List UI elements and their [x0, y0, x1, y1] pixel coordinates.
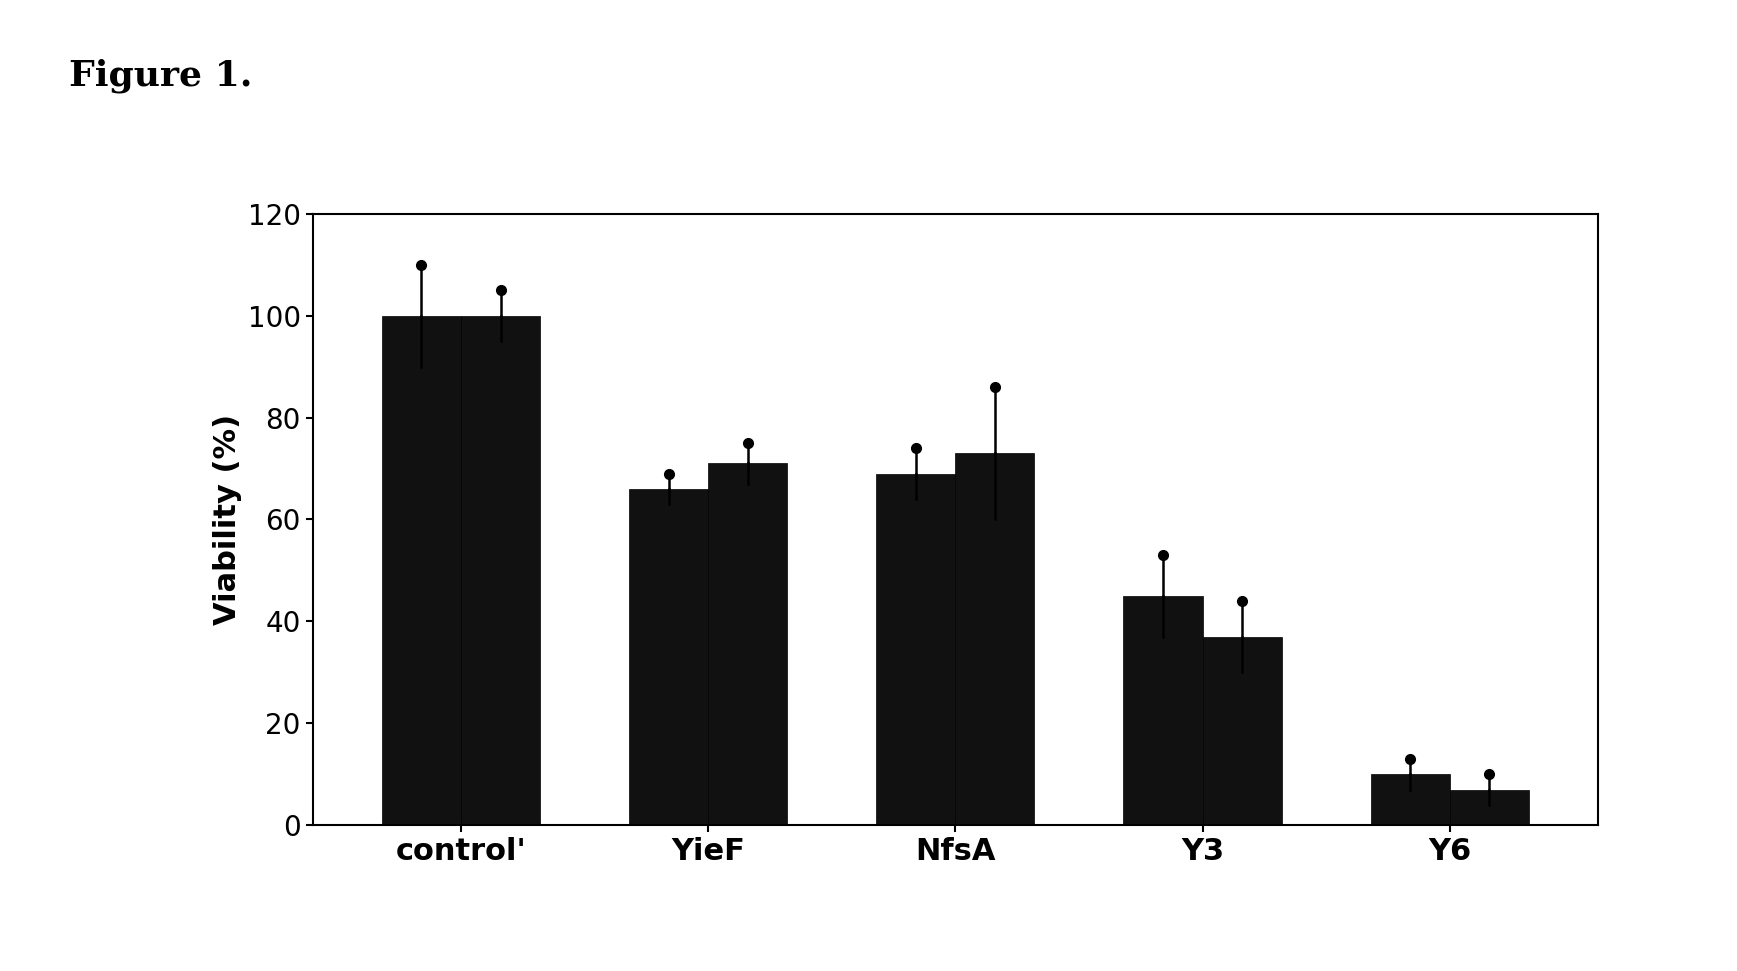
Bar	[1202, 637, 1282, 825]
Bar	[875, 474, 955, 825]
Y-axis label: Viability (%): Viability (%)	[214, 414, 241, 625]
Bar	[1124, 596, 1202, 825]
Bar	[955, 453, 1035, 825]
Bar	[1450, 789, 1529, 825]
Bar	[1370, 775, 1450, 825]
Bar	[460, 316, 540, 825]
Bar	[629, 488, 709, 825]
Bar	[382, 316, 460, 825]
Text: Figure 1.: Figure 1.	[69, 58, 254, 93]
Bar	[709, 463, 787, 825]
